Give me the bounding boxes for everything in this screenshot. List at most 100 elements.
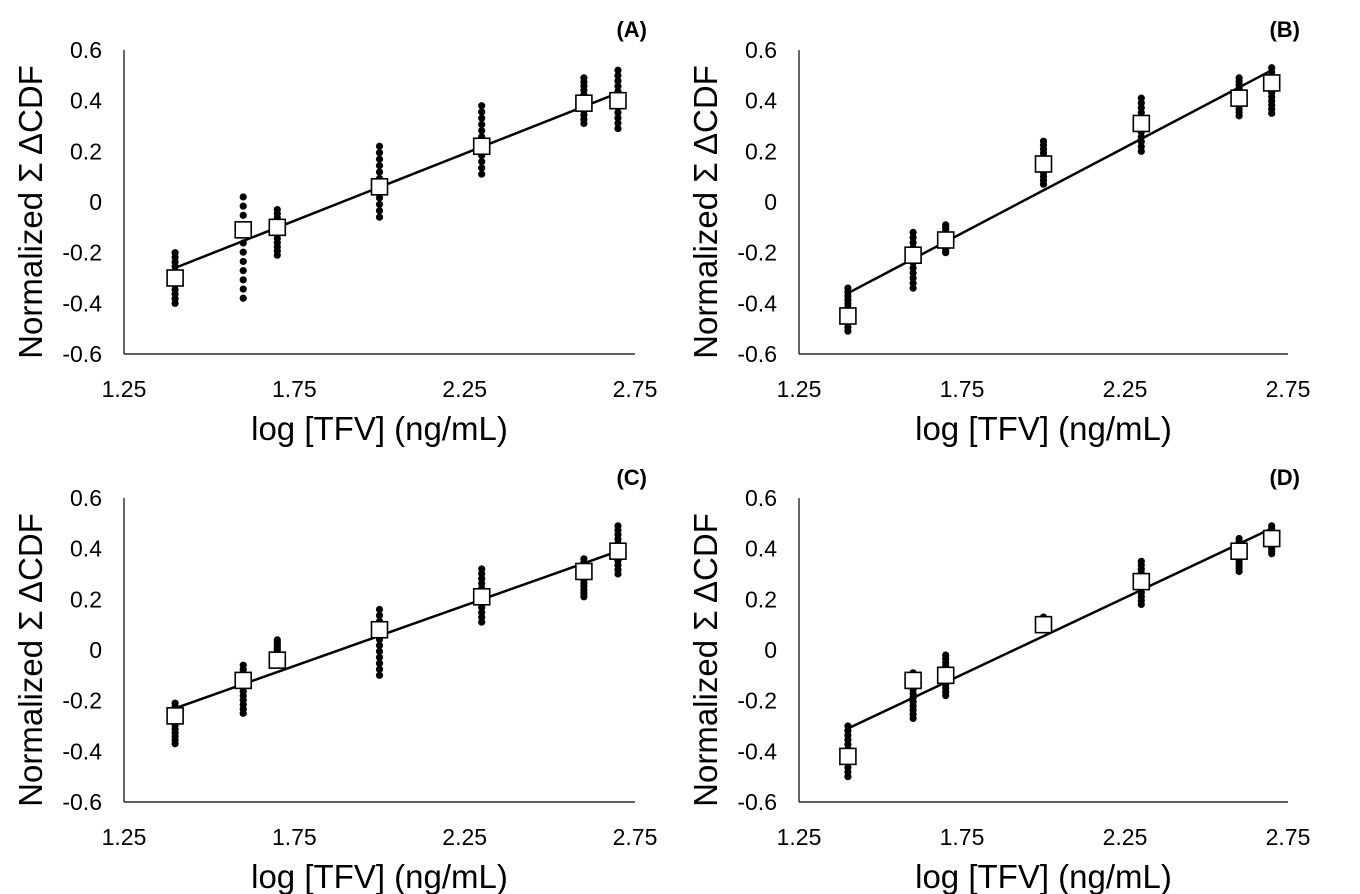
panel-a-y-axis-title: Normalized Σ ΔCDF <box>12 65 49 359</box>
panel-d-mean-marker <box>904 671 922 690</box>
panel-a-replicate-point <box>239 276 247 284</box>
panel-b-replicate-point <box>1268 64 1276 72</box>
panel-a-replicate-point <box>239 257 247 266</box>
panel-a-y-tick-label: -0.6 <box>62 341 102 367</box>
panel-a-replicate-point <box>614 124 622 133</box>
panel-c-replicate-point <box>375 671 384 679</box>
panel-c-replicate-point <box>580 555 588 563</box>
panel-a-replicate-point <box>478 102 486 110</box>
panel-b-mean-marker <box>1034 155 1053 173</box>
panel-a-replicate-point <box>375 162 384 170</box>
panel-b-replicate-point <box>1039 137 1048 145</box>
panel-a-replicate-point <box>375 207 384 215</box>
panel-c-replicate-point <box>614 522 622 530</box>
panel-a-replicate-point <box>375 200 384 208</box>
panel-c-replicate-point <box>375 653 384 661</box>
panel-d-mean-marker <box>1262 529 1281 548</box>
panel-c-x-tick-label: 2.25 <box>442 824 487 850</box>
panel-a-mean-marker <box>234 221 253 239</box>
panel-a-mean-marker <box>268 218 287 237</box>
panel-b-x-tick-label: 1.25 <box>777 376 822 402</box>
panel-c-replicate-point <box>171 699 179 707</box>
panel-c-replicate-point <box>375 641 384 649</box>
panel-c-y-axis-title: Normalized Σ ΔCDF <box>12 513 49 807</box>
panel-a-letter: (A) <box>616 17 647 42</box>
panel-a-mean-marker <box>370 178 389 196</box>
panel-a-mean-marker <box>575 94 593 112</box>
panel-a-mean-marker <box>166 269 184 287</box>
panel-a: -0.6 -0.4 -0.2 0 0.2 0.4 0.6 1.25 1.75 2.25 2.75 lo… <box>12 17 657 447</box>
panel-d-x-tick-label: 1.25 <box>777 824 822 850</box>
panel-b-x-axis-title: log [TFV] (ng/mL) <box>915 410 1172 447</box>
panel-b-mean-marker <box>904 246 922 264</box>
panel-a-replicate-point <box>239 294 247 302</box>
panel-a-x-tick-label: 1.25 <box>102 376 147 402</box>
panel-c-x-axis-title: log [TFV] (ng/mL) <box>251 858 508 894</box>
panel-a-replicate-point <box>478 114 486 122</box>
panel-c-y-tick-label: -0.2 <box>62 688 102 714</box>
panel-b-replicate-point <box>909 264 917 272</box>
panel-d-mean-marker <box>1034 615 1053 634</box>
panel-b-y-tick-label: 0 <box>764 189 777 215</box>
panel-c-x-tick-label: 2.75 <box>613 824 658 850</box>
panel-b-replicate-point <box>909 279 917 287</box>
panel-d-y-tick-label: -0.2 <box>737 688 777 714</box>
panel-b-x-tick-label: 1.75 <box>940 376 985 402</box>
panel-a-replicate-point <box>239 285 247 293</box>
panel-d-x-tick-label: 2.25 <box>1103 824 1148 850</box>
panel-a-replicate-point <box>239 211 247 219</box>
panel-a-y-tick-label: 0.6 <box>70 37 102 63</box>
panel-b-replicate-point <box>844 284 852 292</box>
panel-b-mean-marker <box>1132 114 1151 133</box>
panel-c-y-tick-label: 0.6 <box>70 485 102 511</box>
panel-d-replicate-point <box>942 651 950 659</box>
panel-d-replicate-point <box>1268 522 1276 530</box>
panel-a-y-tick-label: -0.4 <box>62 290 102 316</box>
panel-a-replicate-point <box>239 248 247 256</box>
panel-a-replicate-point <box>614 66 622 74</box>
panel-a-y-tick-label: 0 <box>89 189 102 215</box>
panel-c-replicate-point <box>375 611 384 620</box>
panel-b-y-axis-title: Normalized Σ ΔCDF <box>687 65 724 359</box>
panel-d-x-tick-label: 2.75 <box>1266 824 1311 850</box>
panel-a-x-tick-label: 1.75 <box>272 376 317 402</box>
panel-d-replicate-point <box>1137 557 1145 565</box>
panel-d-mean-marker <box>1132 572 1151 591</box>
panel-c-y-tick-label: 0 <box>89 637 102 663</box>
panel-a-replicate-point <box>375 213 384 221</box>
panel-b-y-tick-label: 0.2 <box>745 138 777 164</box>
panel-d-mean-marker <box>1230 542 1248 561</box>
panel-d-y-tick-label: -0.6 <box>737 789 777 815</box>
panel-a-replicate-point <box>614 77 622 85</box>
panel-b-y-tick-label: -0.2 <box>737 240 777 266</box>
panel-d-y-tick-label: 0.2 <box>745 586 777 612</box>
panel-a-replicate-point <box>375 142 384 150</box>
panel-b-mean-marker <box>936 231 955 249</box>
panel-a-replicate-point <box>478 170 486 178</box>
panel-b-replicate-point <box>909 269 917 277</box>
panel-c-mean-marker <box>609 542 627 561</box>
panel-d: -0.6 -0.4 -0.2 0 0.2 0.4 0.6 1.25 1.75 2.25 2.75 lo… <box>687 465 1310 894</box>
panel-b-mean-marker <box>839 307 857 325</box>
panel-a-replicate-point <box>614 119 622 127</box>
panel-a-replicate-point <box>478 108 486 116</box>
panel-c-mean-marker <box>370 620 389 639</box>
panel-c-replicate-point <box>273 636 281 644</box>
panel-c-replicate-point <box>375 659 384 667</box>
panel-c-mean-marker <box>575 562 593 581</box>
panel-c-y-tick-label: 0.4 <box>70 536 102 562</box>
panel-a-replicate-point <box>614 114 622 122</box>
panel-a-replicate-point <box>614 71 622 80</box>
panel-d-letter: (D) <box>1269 465 1300 490</box>
panel-b-replicate-point <box>909 228 917 236</box>
panel-a-replicate-point <box>239 267 247 275</box>
panel-b-y-tick-label: -0.6 <box>737 341 777 367</box>
panel-c-letter: (C) <box>616 465 647 490</box>
panel-a-replicate-point <box>478 120 486 128</box>
panel-a-replicate-point <box>273 206 281 214</box>
panel-d-x-axis-title: log [TFV] (ng/mL) <box>915 858 1172 894</box>
panel-a-x-tick-label: 2.25 <box>442 376 487 402</box>
panel-b-replicate-point <box>909 238 917 247</box>
panel-b-mean-marker <box>1262 74 1281 92</box>
